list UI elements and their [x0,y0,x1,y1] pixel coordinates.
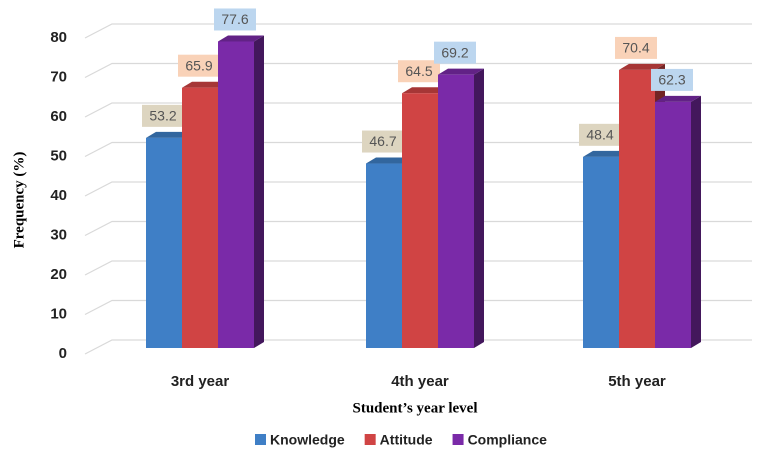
x-axis-label: Student’s year level [353,400,478,416]
value-label: 65.9 [185,57,212,73]
x-tick-label: 3rd year [171,373,230,390]
y-tick-label: 10 [50,305,67,322]
value-label: 69.2 [441,44,468,60]
bar [146,137,182,348]
y-tick-label: 60 [50,108,67,125]
y-tick-label: 70 [50,68,67,85]
y-tick-label: 80 [50,29,67,46]
legend-swatch [364,434,376,445]
value-label-bg [579,123,621,146]
value-label: 77.6 [221,11,248,27]
bar [583,156,619,348]
grid-line [84,141,752,158]
legend-label: Attitude [380,432,433,448]
value-label: 46.7 [369,133,396,149]
bar-side [474,68,484,348]
bar-top [218,35,264,42]
y-tick-label: 50 [50,147,67,164]
legend-label: Knowledge [270,432,345,448]
bar-top [182,81,228,88]
grid-line [84,339,752,355]
x-tick-label: 5th year [608,373,666,390]
legend-swatch [255,434,266,445]
value-label: 53.2 [149,108,176,124]
value-label-bg [362,130,404,153]
bar-top [402,87,448,94]
value-label: 62.3 [658,72,685,88]
value-label-bg [651,68,693,91]
bar-top [438,68,484,75]
y-tick-label: 30 [50,226,67,243]
value-label: 64.5 [405,63,432,79]
value-label-bg [214,8,256,31]
value-label-bg [615,36,657,59]
bar [218,41,254,348]
legend-label: Compliance [468,432,548,448]
grid-line [84,220,752,237]
grid-line [84,62,752,79]
bar-top [146,131,192,138]
x-tick-label: 4th year [391,373,449,390]
bar-top [366,157,412,164]
grid-line [84,299,752,316]
legend-swatch [452,434,464,445]
value-label-bg [434,41,476,64]
bar [402,93,438,348]
bar [655,101,691,348]
y-tick-label: 0 [59,345,67,362]
grid-line [84,181,752,197]
grid-line [84,260,752,276]
bar-side [254,35,264,348]
value-label-bg [142,104,184,127]
bar [438,74,474,348]
grid-line [84,102,752,118]
bar-top [619,63,665,70]
bar-side [691,95,701,348]
y-tick-label: 20 [50,266,67,283]
y-tick-label: 40 [50,187,67,204]
bar-top [655,95,701,102]
grid-line [84,23,752,39]
bar [182,87,218,348]
value-label-bg [398,60,440,83]
bar-top [583,150,629,157]
bar [366,163,402,348]
value-label: 70.4 [622,40,649,56]
y-axis-label: Frequency (%) [11,152,27,249]
value-label: 48.4 [586,127,613,143]
value-label-bg [178,54,220,77]
bar [619,69,655,349]
